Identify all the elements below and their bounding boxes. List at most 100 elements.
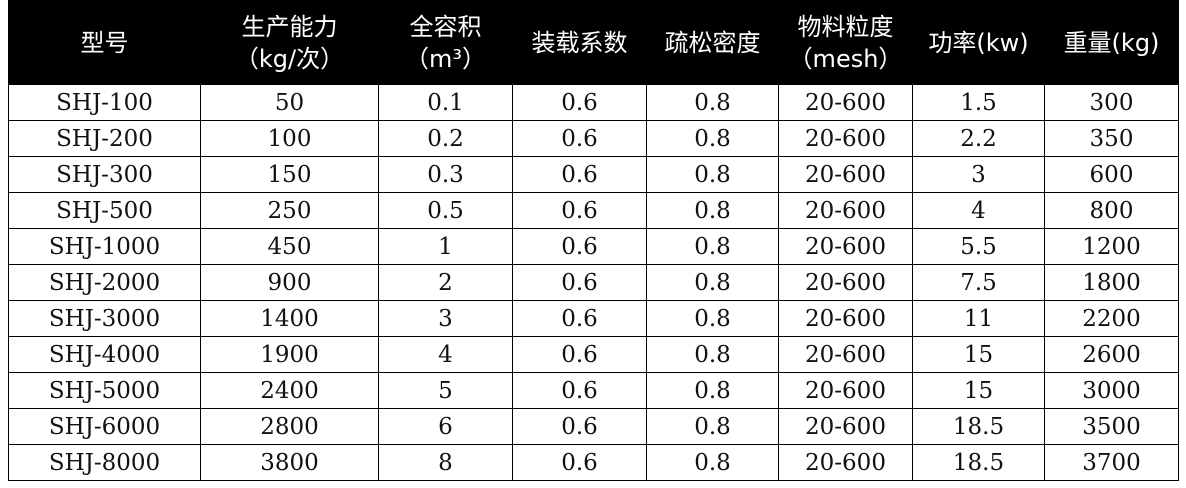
header-cell: 物料粒度 （mesh）: [778, 0, 913, 85]
table-row: SHJ-500 250 0.5 0.6 0.8 20-600 4 800: [8, 192, 1179, 229]
header-text: 功率(kw): [928, 28, 1029, 57]
header-cell: 装载系数: [512, 0, 647, 85]
table-cell: 3: [378, 300, 513, 337]
table-cell: 1900: [200, 336, 379, 373]
table-row: SHJ-300 150 0.3 0.6 0.8 20-600 3 600: [8, 156, 1179, 193]
header-text: 生产能力: [241, 12, 338, 41]
table-cell: 8: [378, 444, 513, 481]
table-cell: 3700: [1044, 444, 1179, 481]
table-cell: SHJ-8000: [8, 444, 201, 481]
header-text: 疏松密度: [664, 28, 761, 57]
header-text: 装载系数: [531, 28, 628, 57]
header-cell: 重量(kg): [1044, 0, 1179, 85]
table-cell: 0.6: [512, 264, 647, 301]
table-cell: 3: [912, 156, 1045, 193]
table-cell: 0.6: [512, 372, 647, 409]
table-cell: 0.8: [646, 444, 779, 481]
table-cell: 0.6: [512, 336, 647, 373]
table-row: SHJ-8000 3800 8 0.6 0.8 20-600 18.5 3700: [8, 444, 1179, 481]
table-cell: SHJ-1000: [8, 228, 201, 265]
table-cell: 0.2: [378, 120, 513, 157]
table-cell: 100: [200, 120, 379, 157]
table-cell: 900: [200, 264, 379, 301]
table-cell: 2.2: [912, 120, 1045, 157]
table-cell: 0.6: [512, 444, 647, 481]
table-cell: 0.8: [646, 408, 779, 445]
table-cell: 0.6: [512, 300, 647, 337]
table-cell: 0.8: [646, 372, 779, 409]
table-cell: 1800: [1044, 264, 1179, 301]
table-cell: 2600: [1044, 336, 1179, 373]
table-cell: 20-600: [778, 264, 913, 301]
table-cell: SHJ-500: [8, 192, 201, 229]
table-cell: SHJ-100: [8, 84, 201, 121]
table-cell: 0.8: [646, 192, 779, 229]
header-text: 物料粒度: [797, 12, 894, 41]
table-cell: 0.8: [646, 336, 779, 373]
table-cell: 2: [378, 264, 513, 301]
table-cell: SHJ-200: [8, 120, 201, 157]
table-cell: 0.8: [646, 84, 779, 121]
table-cell: 5.5: [912, 228, 1045, 265]
table-cell: 0.6: [512, 156, 647, 193]
table-cell: 7.5: [912, 264, 1045, 301]
table-cell: 0.8: [646, 156, 779, 193]
table-cell: 15: [912, 372, 1045, 409]
header-text: （kg/次）: [234, 44, 345, 73]
table-body: SHJ-100 50 0.1 0.6 0.8 20-600 1.5 300 SHJ-200 100…: [8, 84, 1179, 481]
table-cell: 20-600: [778, 300, 913, 337]
table-cell: 1400: [200, 300, 379, 337]
header-text: （mesh）: [788, 44, 903, 73]
table-cell: 20-600: [778, 192, 913, 229]
table-cell: 150: [200, 156, 379, 193]
table-cell: 18.5: [912, 408, 1045, 445]
table-cell: SHJ-6000: [8, 408, 201, 445]
table-row: SHJ-3000 1400 3 0.6 0.8 20-600 11 2200: [8, 300, 1179, 337]
table-cell: 350: [1044, 120, 1179, 157]
table-cell: 0.8: [646, 120, 779, 157]
table-cell: 450: [200, 228, 379, 265]
header-text: （m³）: [405, 44, 486, 73]
table-cell: 0.8: [646, 228, 779, 265]
table-cell: 0.6: [512, 408, 647, 445]
table-cell: 0.6: [512, 228, 647, 265]
header-text: 全容积: [409, 12, 482, 41]
header-cell: 型号: [8, 0, 201, 85]
table-cell: 0.8: [646, 300, 779, 337]
table-cell: 20-600: [778, 372, 913, 409]
header-text: 重量(kg): [1063, 28, 1160, 57]
table-row: SHJ-5000 2400 5 0.6 0.8 20-600 15 3000: [8, 372, 1179, 409]
table-cell: 1200: [1044, 228, 1179, 265]
table-cell: 20-600: [778, 336, 913, 373]
table-cell: 6: [378, 408, 513, 445]
table-cell: 20-600: [778, 156, 913, 193]
header-cell: 全容积 （m³）: [378, 0, 513, 85]
table-cell: 11: [912, 300, 1045, 337]
table-cell: 4: [912, 192, 1045, 229]
table-row: SHJ-1000 450 1 0.6 0.8 20-600 5.5 1200: [8, 228, 1179, 265]
table-cell: 0.6: [512, 120, 647, 157]
table-cell: 20-600: [778, 408, 913, 445]
table-cell: 2200: [1044, 300, 1179, 337]
table-cell: 2800: [200, 408, 379, 445]
table-cell: SHJ-5000: [8, 372, 201, 409]
table-cell: 3000: [1044, 372, 1179, 409]
table-row: SHJ-4000 1900 4 0.6 0.8 20-600 15 2600: [8, 336, 1179, 373]
table-cell: 0.5: [378, 192, 513, 229]
table-cell: 250: [200, 192, 379, 229]
header-cell: 功率(kw): [912, 0, 1045, 85]
spec-table: 型号 生产能力 （kg/次） 全容积 （m³） 装载系数 疏松密度 物料粒度 （mesh） 功率(…: [8, 0, 1179, 481]
table-cell: 800: [1044, 192, 1179, 229]
table-cell: 300: [1044, 84, 1179, 121]
table-cell: 4: [378, 336, 513, 373]
table-header: 型号 生产能力 （kg/次） 全容积 （m³） 装载系数 疏松密度 物料粒度 （mesh） 功率(…: [8, 0, 1179, 85]
table-row: SHJ-2000 900 2 0.6 0.8 20-600 7.5 1800: [8, 264, 1179, 301]
table-cell: 0.3: [378, 156, 513, 193]
table-cell: SHJ-4000: [8, 336, 201, 373]
table-cell: 20-600: [778, 120, 913, 157]
header-row: 型号 生产能力 （kg/次） 全容积 （m³） 装载系数 疏松密度 物料粒度 （mesh） 功率(…: [8, 0, 1179, 85]
table-cell: SHJ-300: [8, 156, 201, 193]
table-cell: 18.5: [912, 444, 1045, 481]
header-cell: 疏松密度: [646, 0, 779, 85]
